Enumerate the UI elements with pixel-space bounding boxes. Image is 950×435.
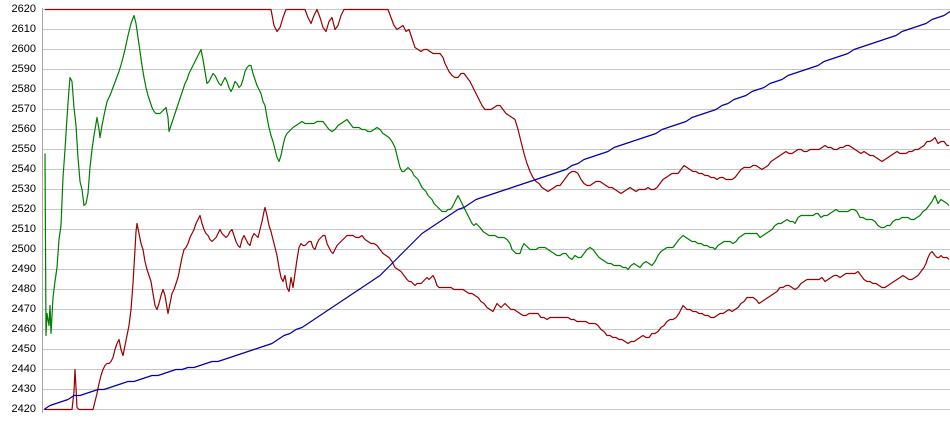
y-tick-label: 2420 [11,403,36,415]
series-blue-line [43,11,950,410]
y-tick-label: 2620 [11,3,36,15]
y-tick-label: 2610 [11,23,36,35]
y-tick-label: 2430 [11,383,36,395]
y-tick-label: 2550 [11,143,36,155]
y-tick-label: 2580 [11,83,36,95]
series-green-line [44,14,950,337]
y-tick-label: 2590 [11,63,36,75]
y-tick-label: 2530 [11,183,36,195]
y-tick-label: 2460 [11,323,36,335]
y-tick-label: 2600 [11,43,36,55]
y-axis-labels: 2620 2610 2600 2590 2580 2570 2560 2550 2540 2530… [0,0,38,435]
y-tick-label: 2520 [11,203,36,215]
series-upper-red-line [45,8,949,195]
y-tick-label: 2540 [11,163,36,175]
y-tick-label: 2480 [11,283,36,295]
y-tick-label: 2490 [11,263,36,275]
y-tick-label: 2510 [11,223,36,235]
series-lower-red-line [45,206,950,411]
y-tick-label: 2440 [11,363,36,375]
y-tick-label: 2560 [11,123,36,135]
y-tick-label: 2500 [11,243,36,255]
y-tick-label: 2450 [11,343,36,355]
y-tick-label: 2570 [11,103,36,115]
y-tick-label: 2470 [11,303,36,315]
